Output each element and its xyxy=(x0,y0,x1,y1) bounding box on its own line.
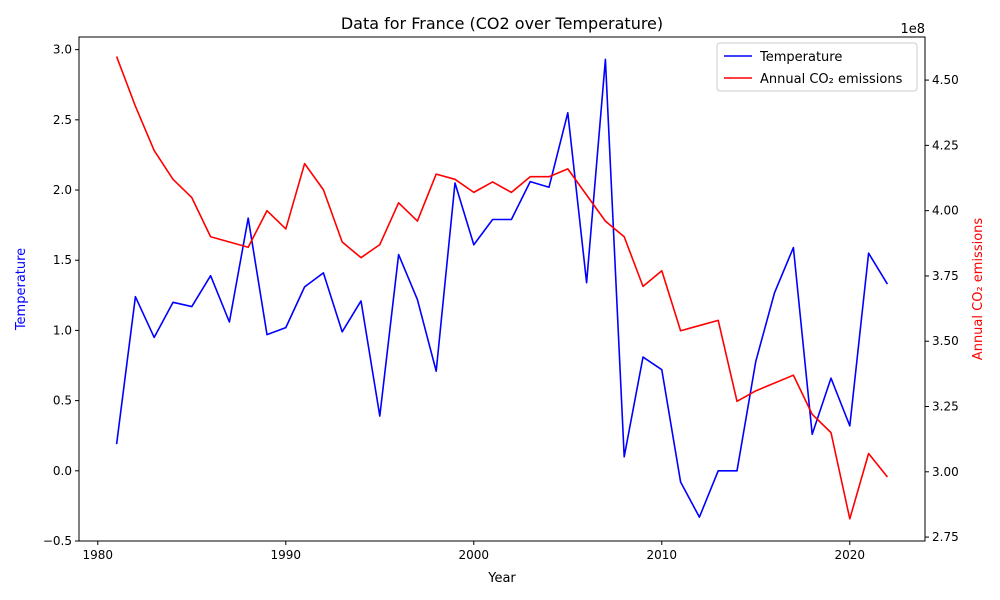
y-right-tick-label: 2.75 xyxy=(932,530,959,544)
x-tick-label: 2020 xyxy=(835,548,866,562)
x-tick-label: 1990 xyxy=(271,548,302,562)
y-axis-left: −0.5 0.0 0.5 1.0 1.5 2.0 2.5 3.0 xyxy=(43,43,79,548)
y-left-tick-label: −0.5 xyxy=(43,534,72,548)
legend-box xyxy=(716,42,918,92)
y-left-tick-label: 2.0 xyxy=(53,183,72,197)
y-axis-right-label: Annual CO₂ emissions xyxy=(971,218,986,361)
x-tick-label: 2000 xyxy=(459,548,490,562)
legend: Temperature Annual CO₂ emissions xyxy=(716,42,918,92)
series-line-co2-emissions xyxy=(115,56,889,520)
y-left-tick-label: 1.0 xyxy=(53,323,72,337)
y-right-tick-label: 3.00 xyxy=(932,465,959,479)
y-left-tick-label: 0.5 xyxy=(53,394,72,408)
y-axis-right: 2.75 3.00 3.25 3.50 3.75 4.00 4.25 4.50 xyxy=(925,73,959,544)
x-tick-label: 1980 xyxy=(83,548,114,562)
plot-frame xyxy=(78,36,926,542)
y-left-tick-label: 0.0 xyxy=(53,464,72,478)
y-right-tick-label: 4.00 xyxy=(932,204,959,218)
series-line-temperature xyxy=(115,58,889,518)
y-right-tick-label: 4.25 xyxy=(932,138,959,152)
chart-title: Data for France (CO2 over Temperature) xyxy=(341,14,663,33)
y-axis-left-label: Temperature xyxy=(14,248,29,331)
y-right-tick-label: 3.25 xyxy=(932,400,959,414)
y-right-tick-label: 4.50 xyxy=(932,73,959,87)
plot-area xyxy=(78,36,926,542)
y-axis-right-multiplier: 1e8 xyxy=(900,22,925,37)
x-axis: 1980 1990 2000 2010 2020 xyxy=(83,541,866,562)
y-left-tick-label: 3.0 xyxy=(53,43,72,57)
legend-label-co2: Annual CO₂ emissions xyxy=(760,72,903,87)
x-axis-label: Year xyxy=(487,571,516,586)
legend-label-temperature: Temperature xyxy=(759,50,842,65)
y-left-tick-label: 2.5 xyxy=(53,113,72,127)
y-right-tick-label: 3.75 xyxy=(932,269,959,283)
x-tick-label: 2010 xyxy=(647,548,678,562)
y-left-tick-label: 1.5 xyxy=(53,253,72,267)
y-right-tick-label: 3.50 xyxy=(932,334,959,348)
